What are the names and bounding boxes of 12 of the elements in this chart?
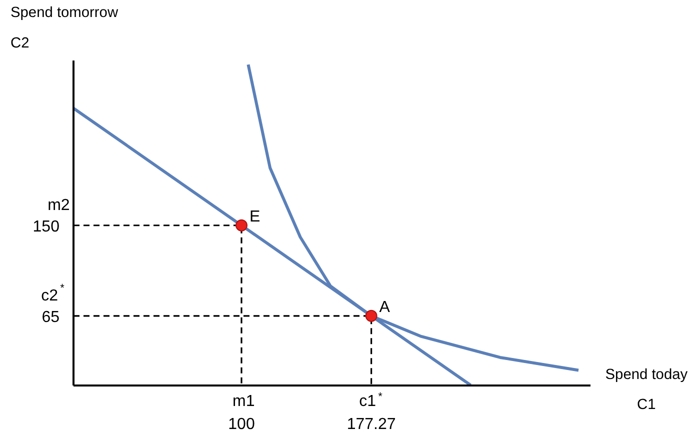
annotation: c2* (41, 282, 66, 304)
annotation: E (249, 208, 260, 226)
y-axis-title: Spend tomorrow C2 (10, 4, 118, 52)
y-tick-label: 150 (32, 218, 60, 236)
annotation: A (379, 298, 390, 316)
annotation: m2 (48, 196, 70, 214)
x-axis-title: Spend today C1 (605, 366, 688, 414)
x-tick-label: 100 (228, 416, 255, 434)
y-tick-label: 65 (42, 308, 60, 326)
annotation: m1 (232, 393, 255, 410)
annotation: c1* (359, 390, 384, 410)
x-tick-label: 177.27 (346, 416, 396, 434)
